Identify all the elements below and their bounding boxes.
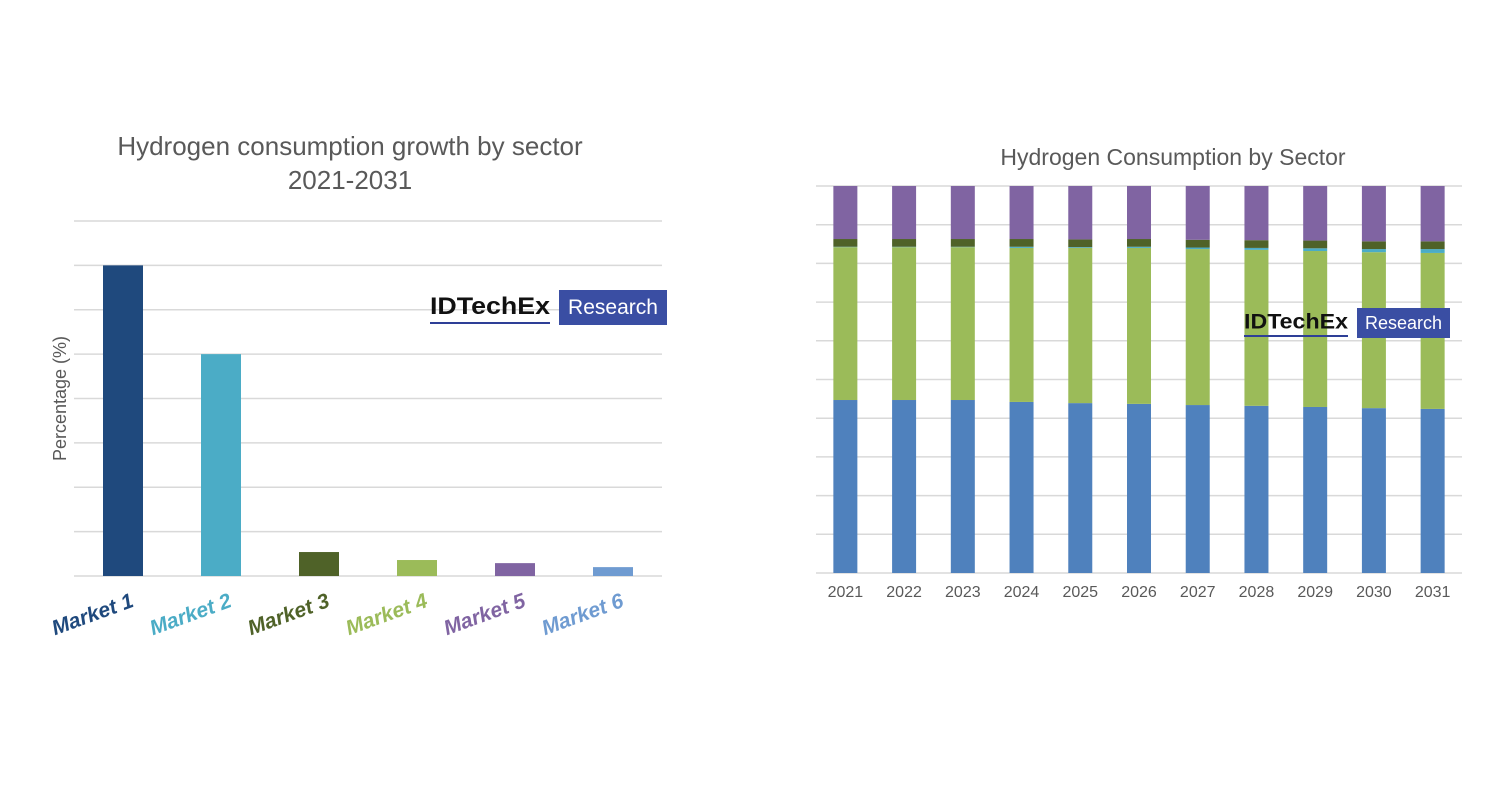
bar-segment xyxy=(892,247,917,401)
logo-badge-box xyxy=(559,290,667,325)
bar-segment xyxy=(1009,246,1034,248)
bar xyxy=(299,552,339,576)
bar-segment xyxy=(1303,186,1328,241)
bar-segment xyxy=(1068,186,1093,240)
bar-segment xyxy=(1361,408,1386,573)
bar-segment xyxy=(1361,249,1386,253)
bar-segment xyxy=(1244,240,1269,248)
bar-segment xyxy=(1127,186,1151,240)
bar xyxy=(495,563,535,576)
bar-segment xyxy=(1068,247,1093,248)
bar-segment xyxy=(1420,186,1445,242)
bar-segment xyxy=(1127,246,1151,248)
x-tick-label: Market 1 xyxy=(49,589,137,640)
logo-badge: Research xyxy=(568,296,658,319)
bar-segment xyxy=(950,247,975,401)
x-tick-label: 2030 xyxy=(1356,584,1392,601)
bar-segment xyxy=(1068,239,1093,248)
bar-segment xyxy=(1127,403,1151,573)
bar-segment xyxy=(1185,249,1210,406)
bar-segment xyxy=(1244,249,1269,406)
x-tick-label: 2027 xyxy=(1180,584,1216,601)
bar-segment xyxy=(1361,186,1386,242)
bar-segment xyxy=(950,186,975,240)
bar-segment xyxy=(1009,239,1034,247)
bar-segment xyxy=(1127,239,1151,247)
bar-segment xyxy=(1244,186,1269,241)
bar-segment xyxy=(833,239,858,247)
bar-segment xyxy=(1361,241,1386,250)
bar-segment xyxy=(1303,240,1328,249)
bar-segment xyxy=(1185,186,1210,240)
logo-brand: IDTechEx xyxy=(1244,311,1348,334)
bar-segment xyxy=(1303,406,1328,573)
bar-segment xyxy=(1303,248,1328,252)
bar-segment xyxy=(1244,247,1269,250)
bar xyxy=(103,265,143,576)
logo-brand: IDTechEx xyxy=(430,293,551,320)
bar-segment xyxy=(833,247,858,401)
bar-segment xyxy=(1420,241,1445,250)
bar xyxy=(201,354,241,576)
bar-segment xyxy=(1420,249,1445,253)
y-axis-label: Percentage (%) xyxy=(50,336,70,461)
x-tick-label: 2025 xyxy=(1062,584,1098,601)
x-tick-label: Market 6 xyxy=(539,589,627,640)
x-tick-label: 2024 xyxy=(1004,584,1040,601)
chart-subtitle: 2021-2031 xyxy=(288,165,412,195)
logo-badge: Research xyxy=(1365,313,1442,333)
bar-segment xyxy=(892,400,917,573)
x-tick-label: Market 4 xyxy=(343,589,431,640)
x-tick-label: 2022 xyxy=(886,584,922,601)
bar-segment xyxy=(950,400,975,573)
x-tick-label: 2021 xyxy=(828,584,864,601)
bar-segment xyxy=(1420,408,1445,573)
logo-badge-box xyxy=(1357,308,1450,338)
x-tick-label: 2026 xyxy=(1121,584,1157,601)
bar-segment xyxy=(1185,239,1210,248)
x-tick-label: Market 3 xyxy=(245,589,333,640)
bar-segment xyxy=(1127,247,1151,404)
bar-segment xyxy=(950,239,975,247)
bar-segment xyxy=(833,186,858,240)
bar xyxy=(593,567,633,576)
bar-segment xyxy=(1009,401,1034,573)
bar-segment xyxy=(1244,405,1269,573)
x-tick-label: Market 5 xyxy=(441,589,529,640)
bar-segment xyxy=(1009,247,1034,402)
chart-title: Hydrogen Consumption by Sector xyxy=(1000,144,1346,170)
bar-segment xyxy=(1185,247,1210,250)
chart-title: Hydrogen consumption growth by sector xyxy=(117,131,583,161)
bar-segment xyxy=(1303,251,1328,407)
bar-segment xyxy=(892,239,917,247)
bar-segment xyxy=(1185,405,1210,573)
x-tick-label: 2023 xyxy=(945,584,981,601)
bar xyxy=(397,560,437,576)
x-tick-label: 2028 xyxy=(1239,584,1275,601)
bar-segment xyxy=(1009,186,1034,240)
bar-segment xyxy=(833,400,858,573)
x-tick-label: 2029 xyxy=(1297,584,1333,601)
x-tick-label: 2031 xyxy=(1415,584,1451,601)
bar-segment xyxy=(892,186,917,240)
x-tick-label: Market 2 xyxy=(147,589,235,640)
bar-segment xyxy=(1068,247,1093,404)
bar-segment xyxy=(1068,403,1093,573)
